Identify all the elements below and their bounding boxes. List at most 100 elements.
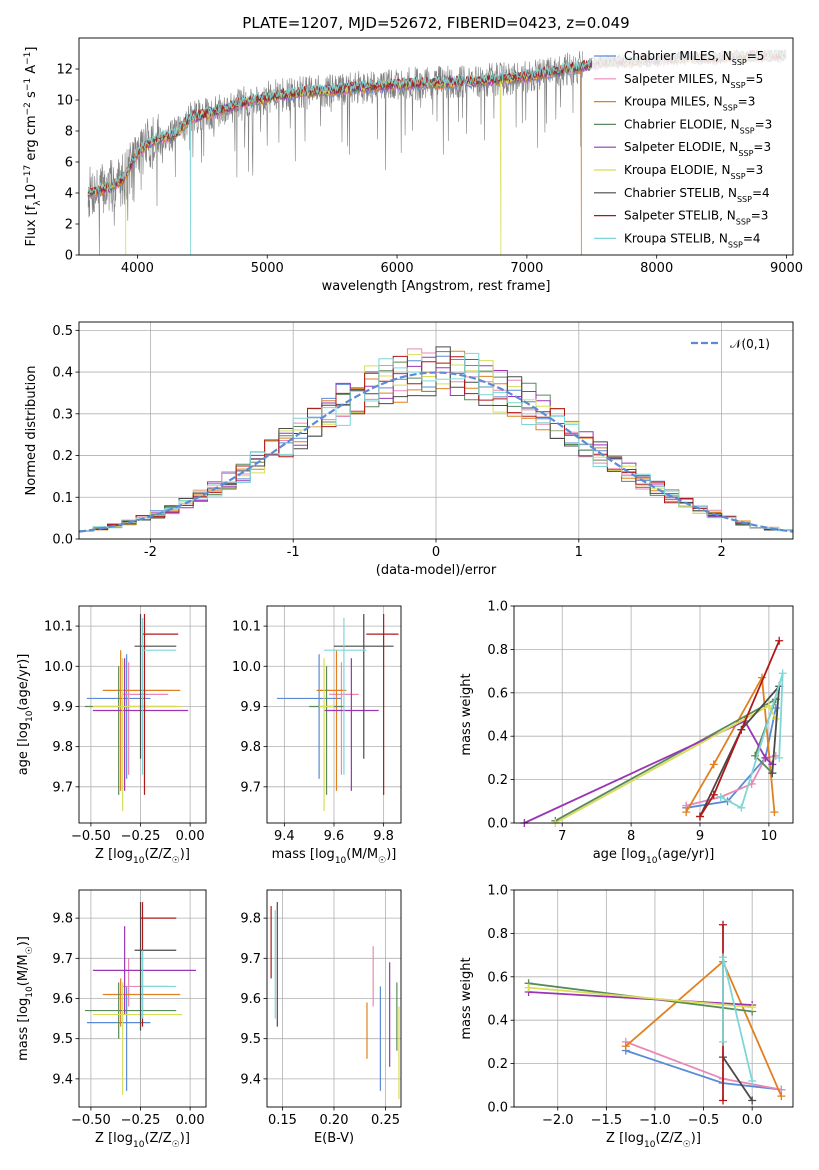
- legend-label-kroupa-miles: Kroupa MILES, NSSP=3: [624, 95, 755, 113]
- x-axis-label: mass [log10(M/M☉)]: [272, 847, 397, 866]
- legend-sub: SSP: [732, 58, 747, 67]
- legend-label-chabrier-elodie: Chabrier ELODIE, NSSP=3: [624, 117, 772, 135]
- label-part: )]: [180, 847, 190, 862]
- axes-frame: [78, 321, 794, 540]
- y-axis-label: mass weight: [459, 957, 474, 1039]
- y-tick-label: 0.4: [487, 1014, 508, 1029]
- weight-marker-kroupa-stelib: [775, 753, 784, 762]
- legend-count: =3: [746, 163, 764, 177]
- x-tick-label: 4000: [121, 261, 154, 276]
- label-part: (age/yr)]: [16, 654, 31, 711]
- y-tick-label: 10.1: [44, 620, 73, 635]
- x-tick-label: 0.00: [176, 1113, 205, 1128]
- y-tick-label: 9.7: [52, 952, 73, 967]
- legend-sub: SSP: [736, 217, 751, 226]
- y-axis-label: mass [log10(M/M☉)]: [16, 936, 35, 1061]
- weight-line-salpeter-elodie: [528, 991, 753, 1006]
- label-part: ☉: [683, 1140, 691, 1150]
- label-part: Normed distribution: [24, 366, 39, 496]
- x-tick-label: 1: [575, 545, 583, 560]
- label-part: mass weight: [459, 957, 474, 1039]
- legend-name: Salpeter MILES, N: [624, 72, 731, 86]
- label-part: ☉: [172, 1140, 180, 1150]
- weight-marker-kroupa-miles: [770, 808, 779, 817]
- label-part: −17: [23, 165, 33, 184]
- x-tick-label: 9.4: [274, 829, 295, 844]
- label-part: (Z/Z: [144, 847, 171, 862]
- y-tick-label: 6: [65, 156, 73, 171]
- y-tick-label: 8: [65, 125, 73, 140]
- legend-name: Chabrier ELODIE, N: [624, 117, 740, 131]
- legend-count: =3: [751, 209, 769, 223]
- x-axis-label: Z [log10(Z/Z☉)]: [95, 1131, 190, 1150]
- x-tick-label: 7000: [510, 261, 543, 276]
- label-part: ☉: [25, 946, 35, 954]
- x-tick-label: 0.0: [742, 1113, 763, 1128]
- x-tick-label: 0.15: [268, 1113, 297, 1128]
- weight-marker-salpeter-stelib: [709, 790, 718, 799]
- axes-frame: [78, 605, 207, 824]
- legend-sub: SSP: [731, 80, 746, 89]
- residuals-panel: -2 -1 0 1 2 0.0 0.1 0.2 0.3 0.4 0.5 (data-model)/er…: [24, 321, 794, 578]
- x-tick-label: 8: [627, 829, 635, 844]
- label-part: 10: [25, 710, 35, 722]
- label-part: ☉: [172, 856, 180, 866]
- x-tick-label: 9000: [770, 261, 803, 276]
- y-tick-label: 10: [56, 94, 73, 109]
- weight-marker-salpeter-elodie: [761, 753, 770, 762]
- y-axis-label: age [log10(age/yr)]: [16, 654, 35, 776]
- x-axis-label: age [log10(age/yr)]: [593, 847, 715, 866]
- histogram-salpeter-stelib: [79, 355, 793, 532]
- label-part: )]: [180, 1131, 190, 1146]
- label-part: (Z/Z: [144, 1131, 171, 1146]
- label-part: wavelength [Angstrom, rest frame]: [322, 279, 551, 294]
- label-part: 10: [335, 856, 347, 866]
- legend-name: Kroupa ELODIE, N: [624, 163, 731, 177]
- legend-box: [592, 44, 792, 250]
- legend-name: Salpeter ELODIE, N: [624, 140, 738, 154]
- x-tick-label: 7: [558, 829, 566, 844]
- weight-line-chabrier-stelib: [699, 683, 781, 817]
- z-vs-weight-panel: −2.0 −1.5 −1.0 −0.5 0.0 0.0 0.2 0.4 0.6 0.8 1.0 Z […: [459, 884, 794, 1150]
- x-axis-label: Z [log10(Z/Z☉)]: [606, 1131, 701, 1150]
- y-tick-label: 0: [65, 249, 73, 264]
- y-tick-label: 9.7: [240, 952, 261, 967]
- y-tick-label: 0.5: [52, 324, 73, 339]
- label-part: 10: [133, 1140, 145, 1150]
- label-part: Z [log: [95, 1131, 133, 1146]
- normal-curve: [78, 371, 794, 533]
- axes-frame: [266, 605, 402, 824]
- weight-marker-salpeter-stelib: [696, 812, 704, 821]
- y-axis-label: mass weight: [459, 673, 474, 755]
- legend-label-salpeter-stelib: Salpeter STELIB, NSSP=3: [624, 209, 768, 227]
- x-tick-label: 5000: [251, 261, 284, 276]
- weight-marker-kroupa-elodie: [764, 701, 773, 710]
- axes-frame: [78, 889, 207, 1108]
- label-part: mass [log: [16, 998, 31, 1061]
- y-tick-label: 9.9: [52, 700, 73, 715]
- y-tick-label: 0.2: [52, 449, 73, 464]
- legend-count: =4: [752, 186, 770, 200]
- y-tick-label: 0.2: [487, 773, 508, 788]
- x-axis-label: E(B-V): [314, 1131, 354, 1146]
- y-tick-label: 9.7: [52, 780, 73, 795]
- weight-marker-chabrier-stelib: [748, 1096, 757, 1105]
- legend-count: =3: [738, 95, 756, 109]
- histogram-kroupa-stelib: [79, 352, 793, 532]
- y-tick-label: 9.4: [52, 1072, 73, 1087]
- y-tick-label: 9.5: [240, 1032, 261, 1047]
- legend-count: =3: [755, 117, 773, 131]
- y-tick-label: 9.6: [240, 992, 261, 1007]
- weight-line-salpeter-elodie: [523, 719, 773, 824]
- legend-name: Chabrier MILES, N: [624, 49, 732, 63]
- label-part: Z [log: [95, 847, 133, 862]
- label-part: λ: [33, 200, 43, 206]
- label-part: (M/M: [346, 847, 378, 862]
- legend-count: =5: [747, 49, 765, 63]
- weight-marker-kroupa-miles: [621, 1042, 630, 1051]
- x-tick-label: 0.00: [176, 829, 205, 844]
- x-tick-label: −0.25: [121, 829, 161, 844]
